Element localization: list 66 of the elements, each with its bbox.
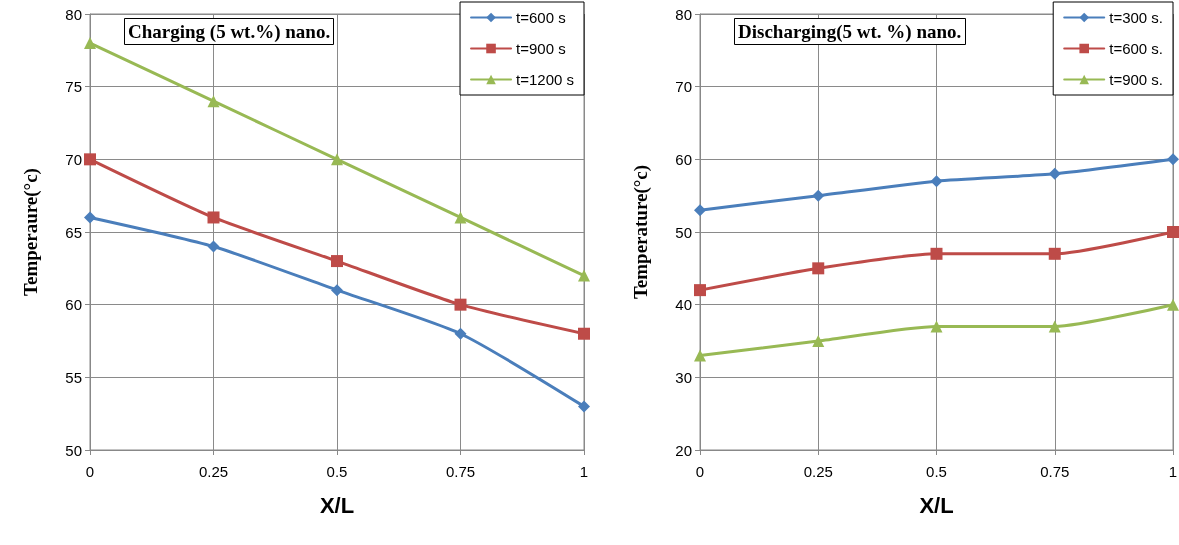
chart-title: Charging (5 wt.%) nano. xyxy=(128,21,331,43)
point xyxy=(578,269,590,282)
point xyxy=(84,211,96,224)
x-tick-label: 0 xyxy=(85,463,95,480)
point xyxy=(694,349,706,362)
point xyxy=(930,320,943,333)
point xyxy=(930,247,943,260)
y-tick-label: 60 xyxy=(675,150,692,168)
x-tick-label: 0.25 xyxy=(803,463,833,480)
y-axis-title: Temperature(°c) xyxy=(630,164,652,300)
point xyxy=(578,400,590,413)
legend-label: t=900 s. xyxy=(1109,71,1164,88)
point xyxy=(331,284,343,297)
x-tick-label: 1 xyxy=(1168,463,1178,480)
y-tick-label: 30 xyxy=(675,368,692,386)
point xyxy=(454,211,467,224)
y-tick-label: 20 xyxy=(675,441,692,459)
y-tick-label: 80 xyxy=(65,5,82,23)
x-axis-title: X/L xyxy=(319,492,355,518)
y-tick-label: 50 xyxy=(675,223,692,241)
point xyxy=(207,240,220,253)
point xyxy=(454,327,467,340)
legend-label: t=300 s. xyxy=(1109,9,1164,26)
y-tick-label: 60 xyxy=(65,296,82,314)
y-axis-title: Temperaure(°c) xyxy=(20,168,42,296)
point xyxy=(331,153,343,166)
point xyxy=(331,255,343,268)
point xyxy=(930,175,943,188)
point xyxy=(1167,298,1179,311)
x-tick-label: 0.75 xyxy=(1040,463,1070,480)
x-tick-label: 0.75 xyxy=(445,463,476,480)
y-tick-label: 70 xyxy=(65,150,82,168)
legend-label: t=900 s xyxy=(516,40,566,57)
x-axis-title: X/L xyxy=(919,492,954,518)
point xyxy=(1048,247,1061,260)
legend-label: t=1200 s xyxy=(516,71,574,88)
legend-label: t=600 s. xyxy=(1109,40,1164,57)
y-tick-label: 65 xyxy=(65,223,82,241)
y-tick-label: 75 xyxy=(65,78,82,96)
point xyxy=(694,284,706,297)
legend-label: t=600 s xyxy=(516,9,566,26)
x-tick-label: 1 xyxy=(579,463,589,480)
point xyxy=(207,95,220,108)
point xyxy=(812,189,825,202)
x-tick-label: 0.5 xyxy=(926,463,947,480)
y-tick-label: 80 xyxy=(675,5,692,23)
point xyxy=(578,327,590,340)
y-tick-label: 40 xyxy=(675,296,692,314)
x-tick-label: 0.25 xyxy=(198,463,229,480)
chart-title: Discharging(5 wt. %) nano. xyxy=(738,21,962,43)
point xyxy=(454,298,467,311)
point xyxy=(207,211,220,224)
point xyxy=(84,37,96,50)
y-tick-label: 55 xyxy=(65,368,82,386)
y-tick-label: 70 xyxy=(675,78,692,96)
point xyxy=(694,204,706,217)
point xyxy=(1167,153,1179,166)
point xyxy=(1167,226,1179,238)
point xyxy=(812,335,825,347)
point xyxy=(1048,167,1061,180)
point xyxy=(812,262,825,275)
x-tick-label: 0.5 xyxy=(326,463,348,480)
point xyxy=(84,153,96,166)
y-tick-label: 50 xyxy=(65,441,82,459)
x-tick-label: 0 xyxy=(695,463,705,480)
point xyxy=(1048,320,1061,333)
